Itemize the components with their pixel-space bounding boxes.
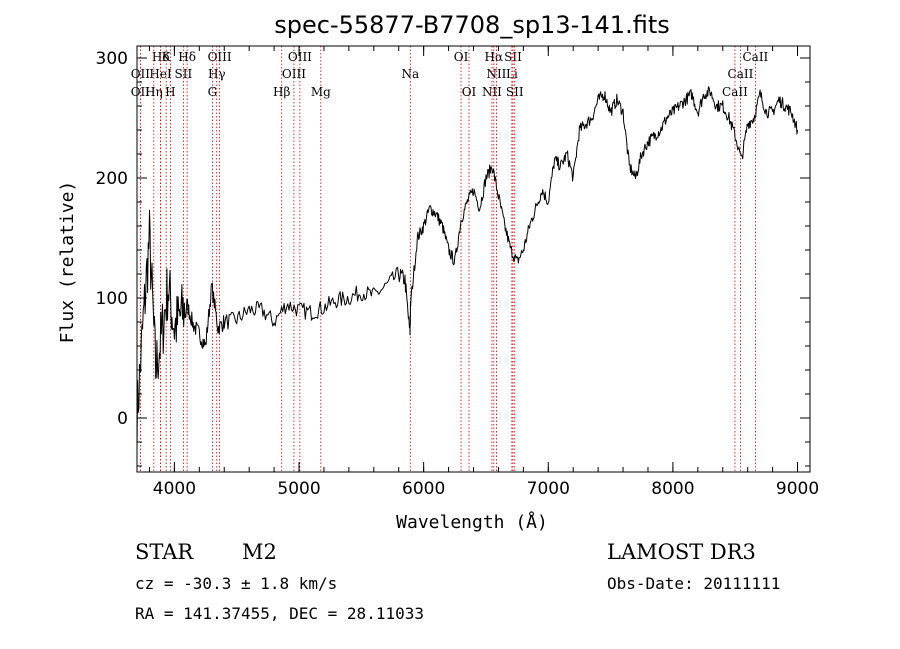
marker-label-19: Hη: [145, 85, 163, 99]
y-axis-label: Flux (relative): [57, 181, 78, 344]
marker-label-11: SII: [175, 67, 193, 81]
marker-label-17: CaII: [728, 67, 754, 81]
marker-label-13: OIII: [282, 67, 306, 81]
marker-label-18: OII: [131, 85, 151, 99]
observation-date: Obs-Date: 20111111: [607, 574, 781, 593]
spectrum-chart: spec-55877-B7708_sp13-141.fits HδK Hδ OIII…: [57, 11, 819, 533]
y-tick-label-1: 100: [96, 289, 128, 309]
plot-frame: [136, 45, 811, 473]
x-tick-label-0: 4000: [153, 479, 196, 499]
marker-label-27: CaII: [722, 85, 748, 99]
y-tick-label-0: 0: [117, 409, 128, 429]
y-tick-label-3: 300: [96, 49, 128, 69]
y-axis-ticks: 0 100 200 300: [96, 49, 810, 467]
marker-label-6: Hα: [485, 50, 504, 64]
marker-label-23: Mg: [311, 85, 331, 99]
marker-label-5: OI: [454, 50, 469, 64]
x-axis-ticks: 4000 5000 6000 7000 8000 9000: [148, 46, 819, 499]
marker-label-21: G: [208, 85, 218, 99]
x-tick-label-5: 9000: [776, 479, 819, 499]
marker-label-20: H: [165, 85, 175, 99]
marker-label-4: OIII: [288, 50, 312, 64]
x-tick-label-2: 6000: [402, 479, 445, 499]
x-tick-label-1: 5000: [277, 479, 320, 499]
marker-label-14: Na: [401, 67, 419, 81]
marker-label-7: SII: [504, 50, 522, 64]
marker-label-15: NII: [486, 67, 506, 81]
marker-label-25: NII: [482, 85, 502, 99]
coordinates-readout: RA = 141.37455, DEC = 28.11033: [135, 604, 424, 623]
x-tick-label-3: 7000: [527, 479, 570, 499]
x-axis-label: Wavelength (Å): [396, 511, 548, 533]
marker-label-10: HeI: [149, 67, 172, 81]
marker-label-1: K: [162, 50, 172, 64]
survey-name: LAMOST DR3: [607, 540, 756, 564]
marker-label-12: Hγ: [208, 67, 226, 81]
redshift-readout: cz = -30.3 ± 1.8 km/s: [135, 574, 338, 593]
x-tick-label-4: 8000: [651, 479, 694, 499]
marker-label-8: CaII: [742, 50, 768, 64]
marker-label-24: OI: [462, 85, 477, 99]
object-class: STAR: [135, 540, 194, 564]
marker-label-22: Hβ: [273, 85, 290, 99]
spectral-subclass: M2: [242, 540, 277, 564]
marker-label-26: SII: [506, 85, 524, 99]
marker-label-3: OIII: [208, 50, 232, 64]
chart-title: spec-55877-B7708_sp13-141.fits: [274, 11, 669, 39]
y-tick-label-2: 200: [96, 169, 128, 189]
spectrum-line: [136, 86, 798, 452]
spectrum-series: [136, 86, 798, 452]
marker-label-2: Hδ: [178, 50, 196, 64]
marker-label-16: Li: [506, 67, 518, 81]
